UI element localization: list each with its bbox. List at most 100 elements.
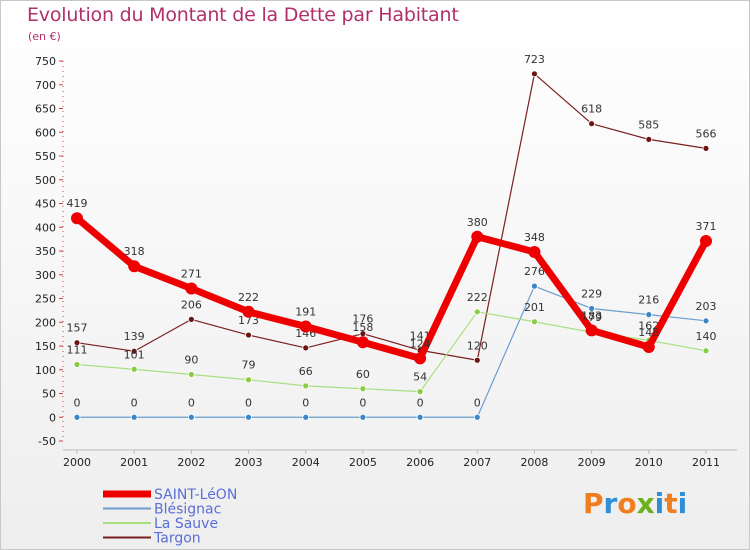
logo-letter: i [677, 487, 688, 520]
y-tick-label: 50 [42, 388, 56, 401]
y-tick-label: 600 [35, 126, 56, 139]
data-point [414, 352, 427, 365]
series-line [73, 214, 710, 362]
x-tick-label: 2010 [635, 456, 663, 469]
data-point [130, 365, 138, 373]
proxiti-logo: Proxiti [583, 487, 687, 520]
data-label: 585 [638, 118, 659, 131]
x-tick-label: 2001 [120, 456, 148, 469]
y-tick-label: 300 [35, 269, 56, 282]
data-point [299, 320, 312, 333]
data-point [528, 245, 541, 258]
data-label: 79 [242, 359, 256, 372]
y-tick-label: 350 [35, 245, 56, 258]
data-label: 90 [184, 354, 198, 367]
data-point [185, 282, 198, 295]
y-tick-label: 250 [35, 293, 56, 306]
data-point [416, 388, 424, 396]
data-label: 158 [352, 321, 373, 334]
legend-label: Targon [153, 531, 201, 547]
data-point [588, 120, 596, 128]
data-label: 723 [524, 53, 545, 66]
data-point [73, 339, 81, 347]
data-label: 216 [638, 294, 659, 307]
data-label: 380 [467, 216, 488, 229]
data-label: 0 [74, 396, 81, 409]
y-tick-label: -50 [38, 435, 56, 448]
data-point [71, 212, 83, 225]
x-tick-label: 2004 [292, 456, 320, 469]
data-point [130, 413, 138, 421]
data-label: 162 [638, 319, 659, 332]
data-point [531, 70, 538, 78]
data-point [473, 356, 481, 364]
data-label: 222 [238, 291, 259, 304]
data-label: 419 [67, 197, 88, 210]
legend-entry: Targon [103, 531, 201, 547]
data-label: 201 [524, 301, 545, 314]
data-point [128, 260, 141, 273]
data-label: 222 [467, 291, 488, 304]
data-label: 191 [295, 306, 316, 319]
y-tick-label: 500 [35, 174, 56, 187]
data-label: 0 [474, 396, 481, 409]
data-label: 183 [581, 309, 602, 322]
data-point [702, 347, 710, 355]
data-label: 276 [524, 265, 545, 278]
x-tick-label: 2006 [406, 456, 434, 469]
data-point [471, 230, 484, 243]
data-label: 140 [695, 330, 716, 343]
x-tick-label: 2007 [463, 456, 491, 469]
data-point [187, 413, 195, 421]
data-point [473, 308, 481, 316]
data-label: 157 [67, 322, 88, 335]
data-point [588, 305, 596, 312]
data-point [245, 413, 252, 421]
data-label: 566 [695, 127, 716, 140]
x-tick-label: 2008 [520, 456, 548, 469]
data-point [187, 315, 195, 323]
y-tick-label: 100 [35, 364, 56, 377]
logo-letter: o [617, 487, 637, 520]
data-point [73, 361, 81, 368]
data-label: 203 [695, 300, 716, 313]
data-point [245, 376, 252, 384]
logo-letter: r [603, 487, 618, 520]
data-point [130, 347, 138, 355]
data-point [473, 413, 481, 421]
x-tick-label: 2005 [349, 456, 377, 469]
data-label: 318 [124, 245, 145, 258]
data-point [645, 311, 653, 319]
x-tick-label: 2000 [63, 456, 91, 469]
logo-letter: t [664, 487, 678, 520]
data-point [356, 336, 369, 349]
legend-entry: Blésignac [103, 502, 221, 518]
chart-title: Evolution du Montant de la Dette par Hab… [27, 4, 459, 26]
data-point [642, 340, 655, 353]
data-label: 0 [188, 396, 195, 409]
data-point [359, 385, 367, 393]
data-point [245, 331, 252, 339]
data-point [645, 135, 653, 143]
x-tick-label: 2011 [692, 456, 720, 469]
data-point [702, 317, 710, 325]
y-tick-label: 700 [35, 79, 56, 92]
data-point [302, 413, 310, 421]
legend-label: La Sauve [154, 516, 218, 532]
data-label: 271 [181, 268, 202, 281]
chart-subtitle: (en €) [28, 30, 61, 43]
y-tick-label: 650 [35, 103, 56, 116]
data-label: 111 [67, 344, 88, 357]
data-point [242, 305, 255, 318]
data-label: 0 [245, 396, 252, 409]
logo-letter: x [636, 487, 655, 520]
data-label: 348 [524, 231, 545, 244]
logo-letter: P [583, 487, 604, 520]
y-tick-label: 0 [49, 411, 56, 424]
data-point [416, 413, 424, 421]
data-point [531, 282, 538, 290]
data-point [302, 382, 310, 390]
